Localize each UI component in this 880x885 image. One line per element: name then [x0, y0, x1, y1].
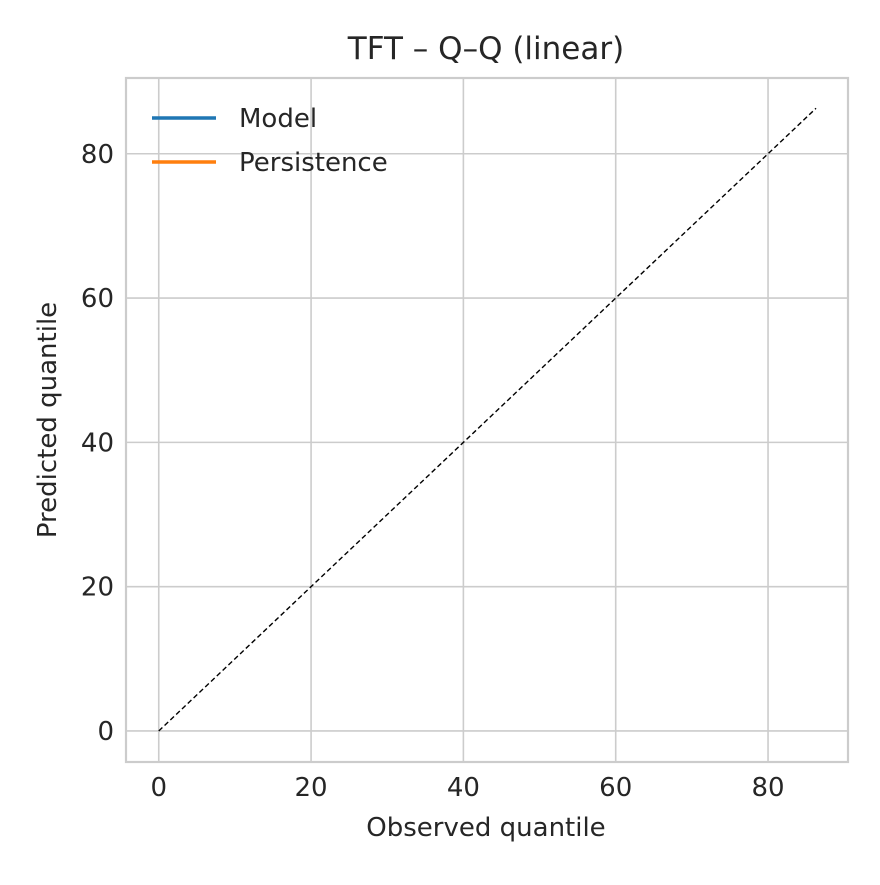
y-axis-label: Predicted quantile: [33, 302, 63, 538]
chart-title: TFT – Q–Q (linear): [347, 31, 624, 67]
y-tick-label: 0: [97, 717, 114, 747]
x-tick-label: 60: [599, 773, 632, 803]
x-tick-labels: 0 20 40 60 80: [150, 773, 784, 803]
legend: Model Persistence: [152, 104, 388, 178]
y-tick-label: 60: [81, 284, 114, 314]
y-tick-label: 40: [81, 428, 114, 458]
x-axis-label: Observed quantile: [366, 813, 605, 843]
x-tick-label: 80: [751, 773, 784, 803]
reference-line-layer: [158, 107, 817, 732]
legend-label: Model: [239, 104, 317, 134]
y-tick-labels: 0 20 40 60 80: [81, 140, 114, 747]
x-tick-label: 20: [295, 773, 328, 803]
grid: [126, 78, 848, 762]
reference-line: [158, 107, 817, 732]
y-tick-label: 80: [81, 140, 114, 170]
x-tick-label: 40: [447, 773, 480, 803]
y-tick-label: 20: [81, 573, 114, 603]
plot-frame: [124, 76, 850, 764]
x-tick-label: 0: [150, 773, 167, 803]
legend-label: Persistence: [239, 148, 388, 178]
